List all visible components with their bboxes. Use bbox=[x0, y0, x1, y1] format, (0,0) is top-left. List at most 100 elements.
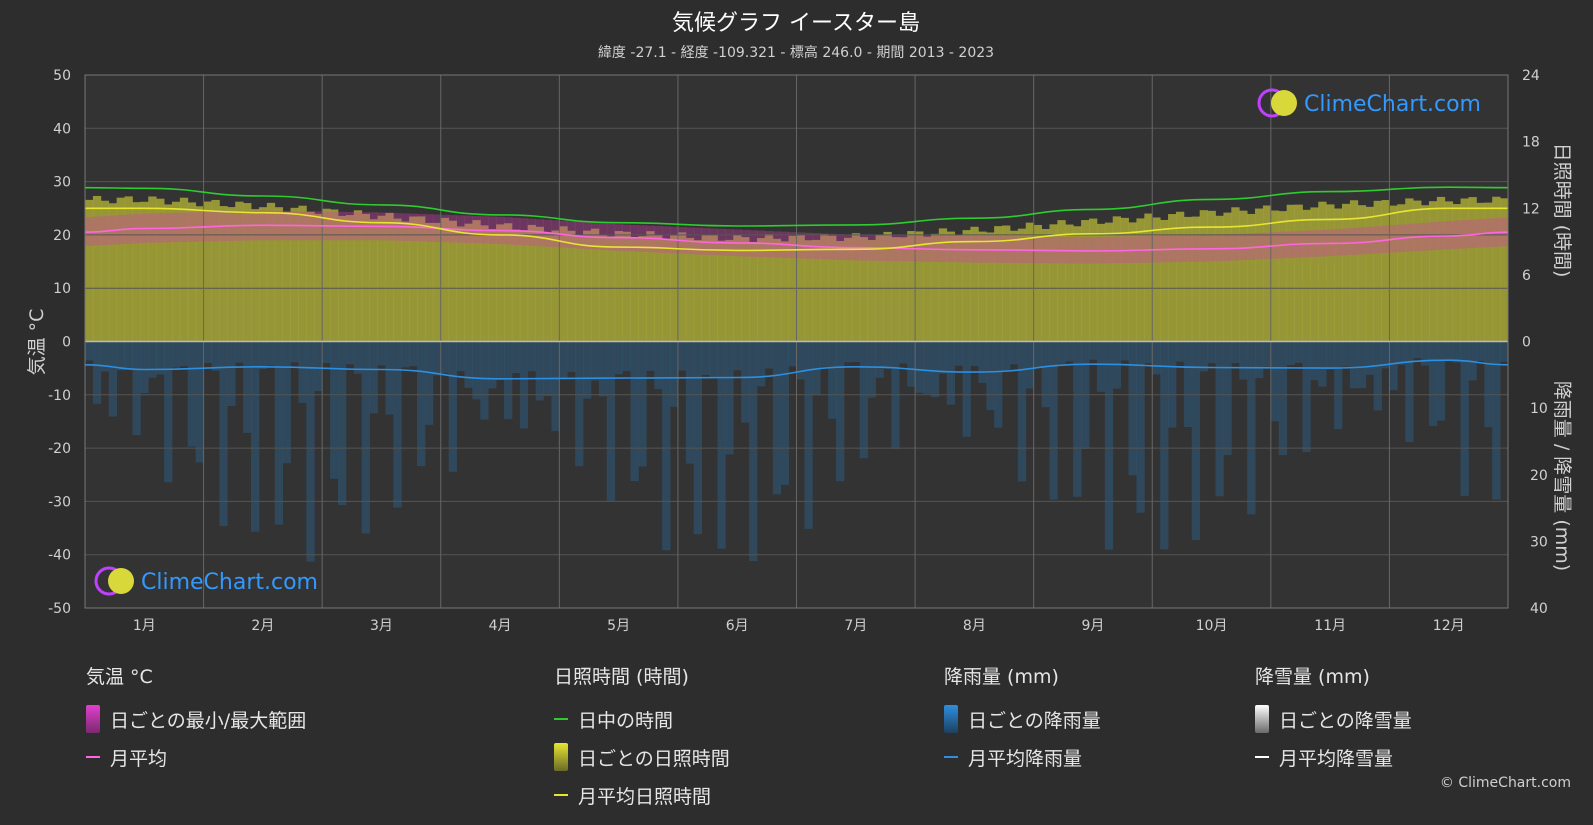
sunshine-bar bbox=[1183, 216, 1193, 342]
legend-group-temperature: 気温 °C 日ごとの最小/最大範囲 月平均 bbox=[86, 662, 306, 776]
temp-range-swatch bbox=[86, 705, 100, 733]
rain-bar bbox=[92, 341, 102, 404]
legend-label: 日ごとの降雪量 bbox=[1279, 709, 1412, 732]
rain-bar bbox=[195, 341, 204, 463]
rain-bar bbox=[575, 341, 584, 467]
sunshine-bar bbox=[970, 226, 979, 342]
sunshine-bar bbox=[464, 223, 473, 342]
sunshine-bar bbox=[345, 215, 355, 342]
rain-bar bbox=[464, 341, 473, 388]
temp-range-bar bbox=[1341, 228, 1351, 256]
rain-bar bbox=[883, 341, 892, 369]
rain-bar bbox=[393, 341, 402, 508]
rain-bar bbox=[1002, 341, 1011, 371]
rain-bar bbox=[1120, 341, 1129, 361]
temp-range-bar bbox=[1349, 227, 1359, 255]
y-left-tick-label: -50 bbox=[48, 601, 71, 617]
sunshine-bar bbox=[1270, 210, 1280, 342]
legend-title: 降雪量 (mm) bbox=[1255, 666, 1370, 688]
rain-bar bbox=[946, 341, 956, 405]
climate-chart: 気候グラフ イースター島 緯度 -27.1 - 経度 -109.321 - 標高… bbox=[26, 11, 1573, 634]
rain-bar bbox=[108, 341, 118, 417]
legend-label: 月平均日照時間 bbox=[578, 785, 712, 808]
y-axis-right-top-label: 日照時間 (時間) bbox=[1551, 143, 1573, 278]
rain-bar bbox=[1500, 341, 1509, 362]
rain-bar bbox=[907, 341, 916, 387]
sunshine-bar bbox=[1468, 197, 1477, 342]
rain-bar bbox=[1397, 341, 1406, 365]
rain-bar bbox=[1049, 341, 1058, 500]
temp-range-bar bbox=[1247, 233, 1256, 260]
rain-bar bbox=[140, 341, 149, 394]
y-left-tick-label: 0 bbox=[62, 335, 71, 351]
sunshine-bar bbox=[488, 229, 497, 342]
sunshine-bar bbox=[298, 205, 307, 342]
sunshine-bar bbox=[187, 202, 197, 342]
sunshine-bar bbox=[330, 209, 339, 342]
x-tick-label: 5月 bbox=[607, 618, 630, 634]
rain-bar bbox=[954, 341, 963, 366]
axes: 50 40 30 20 10 0 -10 -20 -30 -40 -50 24 18 12 6 0 10 20 30… bbox=[48, 68, 1548, 634]
sunshine-bar bbox=[124, 196, 133, 342]
rain-bar bbox=[1405, 341, 1414, 443]
temp-range-bar bbox=[1120, 236, 1129, 264]
sunshine-bar bbox=[780, 241, 789, 342]
sunshine-bar bbox=[1104, 222, 1114, 342]
y-axis-left-label: 気温 °C bbox=[26, 309, 48, 376]
rain-bar bbox=[867, 341, 876, 398]
logo-text: ClimeChart.com bbox=[141, 570, 318, 595]
sunshine-bar bbox=[859, 237, 869, 342]
sunshine-bar bbox=[211, 199, 220, 342]
sunshine-bar bbox=[1191, 216, 1201, 342]
rain-bar bbox=[519, 341, 529, 429]
sunshine-bar bbox=[1326, 204, 1335, 342]
sunshine-bar bbox=[116, 197, 125, 342]
sunshine-bar bbox=[978, 231, 987, 342]
sunshine-bar bbox=[503, 223, 513, 342]
sunshine-bar bbox=[1349, 200, 1359, 342]
sunshine-bar bbox=[1262, 205, 1272, 342]
sunshine-bar bbox=[1413, 200, 1422, 342]
rain-bar bbox=[709, 341, 718, 379]
rain-bar bbox=[859, 341, 869, 459]
rain-bar bbox=[1073, 341, 1082, 497]
sunshine-bar bbox=[1175, 211, 1185, 342]
rain-bar bbox=[1318, 341, 1327, 387]
rain-bar bbox=[1452, 341, 1461, 363]
rain-bar bbox=[638, 341, 647, 467]
rain-bar bbox=[187, 341, 197, 447]
sunshine-bar bbox=[409, 216, 418, 342]
rain-bar bbox=[527, 341, 537, 372]
legend-item: 月平均日照時間 bbox=[554, 776, 730, 814]
y-left-tick-label: -10 bbox=[48, 388, 71, 404]
rain-bar bbox=[788, 341, 797, 367]
sunshine-bar bbox=[1207, 210, 1216, 342]
y-left-tick-label: -40 bbox=[48, 548, 71, 564]
sunshine-bar bbox=[511, 229, 521, 342]
temp-range-bar bbox=[1381, 225, 1390, 253]
rain-bar bbox=[1278, 341, 1288, 456]
rain-bar bbox=[203, 341, 212, 363]
rain-bar bbox=[851, 341, 861, 363]
sunshine-bar bbox=[1239, 210, 1248, 342]
sunshine-bar bbox=[994, 226, 1003, 342]
rain-bar bbox=[314, 341, 323, 392]
sunshine-bar bbox=[741, 237, 750, 342]
logo-bottom: ClimeChart.com bbox=[94, 566, 318, 596]
rain-bar bbox=[171, 341, 181, 368]
rain-bar bbox=[646, 341, 655, 371]
rain-bar bbox=[235, 341, 244, 363]
sunshine-bar bbox=[306, 211, 315, 342]
sunshine-bar bbox=[583, 230, 592, 342]
sunshine-bar bbox=[1049, 224, 1058, 342]
rain-bar bbox=[164, 341, 173, 483]
rain-bar bbox=[472, 341, 481, 400]
rain-bar bbox=[179, 341, 189, 367]
sunshine-bar bbox=[1152, 217, 1161, 342]
rain-bar bbox=[1136, 341, 1145, 513]
rain-bar bbox=[551, 341, 560, 431]
rain-bar bbox=[843, 341, 853, 363]
rain-bar bbox=[630, 341, 639, 482]
sunshine-bar bbox=[361, 213, 370, 342]
sunshine-bar bbox=[377, 215, 386, 342]
